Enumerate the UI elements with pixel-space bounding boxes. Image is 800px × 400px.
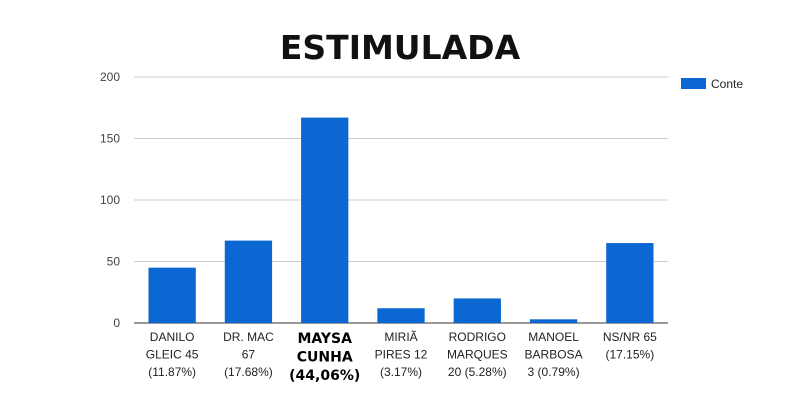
bar xyxy=(606,243,654,323)
bar xyxy=(148,267,196,323)
x-tick-label: NS/NR 65 (17.15%) xyxy=(603,330,657,362)
bar xyxy=(529,319,578,323)
bar xyxy=(377,308,425,323)
y-tick-label: 200 xyxy=(100,70,120,84)
y-tick-label: 100 xyxy=(100,193,120,207)
grid-lines xyxy=(134,76,668,324)
bar xyxy=(224,240,273,323)
y-tick-label: 150 xyxy=(100,132,120,146)
bars xyxy=(148,117,654,323)
x-tick-label: DANILO GLEIC 45 (11.87%) xyxy=(146,330,199,379)
y-tick-label: 50 xyxy=(107,255,121,269)
x-tick-label: MAYSA CUNHA (44,06%) xyxy=(289,331,360,384)
chart-title: ESTIMULADA xyxy=(280,28,521,67)
x-tick-label: MIRIÃ PIRES 12 (3.17%) xyxy=(375,330,428,379)
x-tick-label: DR. MAC 67 (17.68%) xyxy=(223,330,274,379)
bar xyxy=(301,117,349,323)
legend: Conte xyxy=(681,77,743,91)
x-tick-label: MANOEL BARBOSA 3 (0.79%) xyxy=(525,330,583,379)
legend-swatch xyxy=(681,78,706,89)
x-tick-label: RODRIGO MARQUES 20 (5.28%) xyxy=(447,330,508,379)
x-axis-labels: DANILO GLEIC 45 (11.87%) DR. MAC 67 (17.68%) M… xyxy=(146,330,657,384)
y-axis-ticks: 0 50 100 150 200 xyxy=(100,70,120,330)
y-tick-label: 0 xyxy=(113,316,120,330)
legend-label: Conte xyxy=(711,77,743,91)
bar xyxy=(453,298,501,323)
